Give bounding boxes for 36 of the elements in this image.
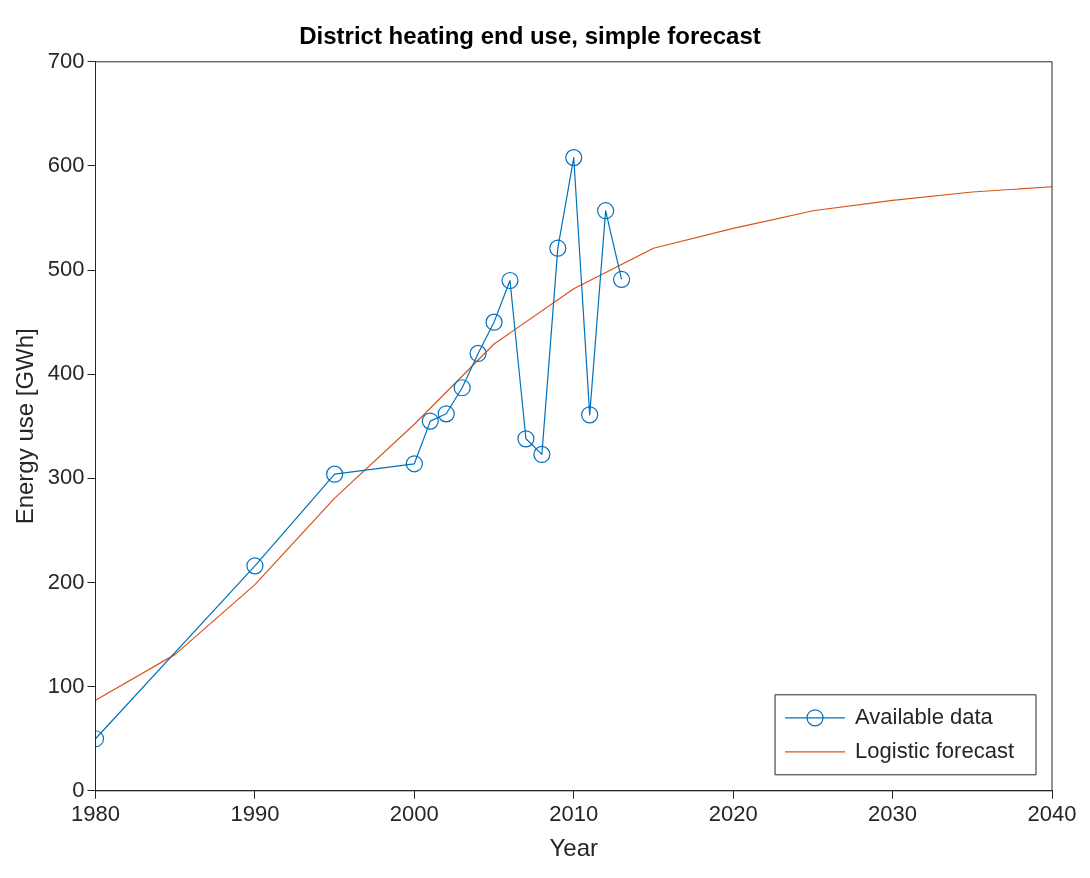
x-tick-label: 1980 xyxy=(71,801,120,827)
y-tick-label: 100 xyxy=(47,672,85,698)
x-tick-label: 1990 xyxy=(230,801,280,827)
x-axis-title: Year xyxy=(549,834,598,862)
point xyxy=(453,379,471,397)
legend-label: Available data xyxy=(855,703,994,729)
point xyxy=(612,270,631,289)
y-tick-label: 700 xyxy=(47,47,85,73)
x-tick-label: 2000 xyxy=(389,801,439,827)
point xyxy=(326,465,344,483)
point xyxy=(565,149,583,167)
y-tick-label: 400 xyxy=(47,360,85,386)
x-tick-label: 2010 xyxy=(549,801,599,827)
point xyxy=(533,445,551,464)
y-tick-label: 300 xyxy=(47,464,85,490)
point xyxy=(549,239,567,257)
y-tick-label: 500 xyxy=(47,256,85,282)
point xyxy=(246,557,264,575)
point xyxy=(597,202,615,220)
x-tick-label: 2040 xyxy=(1027,801,1077,827)
point xyxy=(517,430,535,448)
point xyxy=(421,412,439,430)
chart-title: District heating end use, simple forecast xyxy=(299,22,761,50)
point xyxy=(469,344,487,362)
point xyxy=(501,271,519,290)
point xyxy=(485,313,503,331)
point xyxy=(437,405,455,423)
x-tick-label: 2020 xyxy=(708,801,758,827)
legend-label: Logistic forecast xyxy=(855,737,1015,763)
y-tick-label: 200 xyxy=(47,568,85,594)
point xyxy=(405,455,423,473)
y-tick-label: 600 xyxy=(47,152,85,178)
point xyxy=(581,406,599,424)
y-axis-title: Energy use [GWh] xyxy=(11,328,39,525)
x-tick-label: 2030 xyxy=(868,801,918,827)
y-tick-label: 0 xyxy=(72,776,85,802)
